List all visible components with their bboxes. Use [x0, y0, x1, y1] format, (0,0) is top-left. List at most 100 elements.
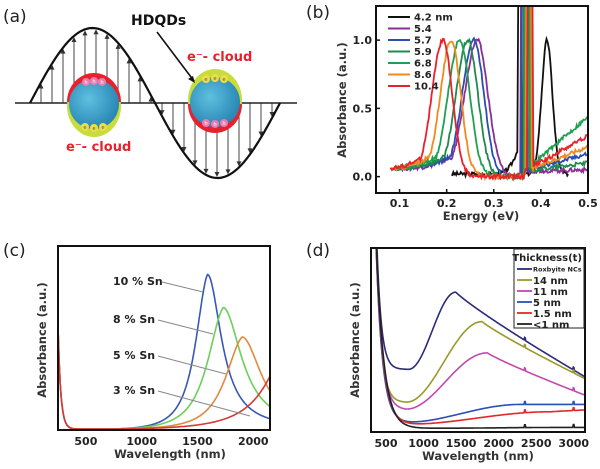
hole-symbol: h [213, 122, 216, 128]
y-tick-label: 1.0 [353, 34, 373, 47]
field-arrowhead [82, 30, 88, 36]
legend-label: 6.8 [414, 59, 432, 70]
annotation-8-sn: 8 % Sn [113, 313, 155, 326]
field-arrowhead [170, 129, 176, 135]
hdqd-left: h h h e e e [67, 73, 121, 137]
field-arrowhead [159, 110, 165, 116]
x-tick-label: 2500 [521, 437, 552, 450]
hdqd-pointer-arrowhead [188, 76, 195, 83]
field-arrowhead [225, 169, 231, 175]
x-axis-label: Energy (eV) [443, 209, 519, 223]
y-axis-label: Absorbance (a.u.) [35, 282, 49, 398]
x-tick-label: 0.3 [484, 197, 504, 210]
field-arrowhead [93, 29, 99, 35]
hole-symbol: h [222, 121, 225, 127]
cloud-label-bottom: e⁻- cloud [66, 140, 131, 155]
field-arrowhead [203, 168, 209, 174]
x-tick-label: 0.2 [437, 197, 457, 210]
series-line-8---Sn [58, 306, 270, 430]
legend-label: 5 nm [533, 298, 561, 309]
x-tick-label: 500 [74, 435, 97, 448]
annotation-3-sn: 3 % Sn [113, 384, 155, 397]
x-tick-label: 1500 [446, 437, 477, 450]
chart-c-series [58, 273, 270, 430]
chart-d-series [375, 248, 585, 429]
field-arrowhead [49, 64, 55, 70]
x-tick-label: 0.5 [578, 197, 598, 210]
annotation-10-sn: 10 % Sn [113, 275, 163, 288]
field-arrowhead [126, 58, 132, 64]
legend-title: Thickness(t) [512, 253, 582, 264]
legend-label: <1 nm [533, 320, 569, 331]
electron-symbol: e [101, 125, 104, 131]
legend-label: Roxbyite NCs [533, 266, 582, 274]
hole-symbol: h [84, 80, 87, 86]
legend-box [513, 248, 585, 329]
y-axis-label: Absorbance (a.u.) [348, 282, 362, 398]
electron-symbol: e [213, 76, 216, 82]
legend-label: 8.6 [414, 70, 432, 81]
field-arrowhead [115, 43, 121, 49]
electron-symbol: e [83, 125, 86, 131]
chart-c-frame [57, 245, 271, 431]
field-arrowhead [38, 83, 44, 89]
field-arrowhead [148, 96, 154, 102]
legend-label: 5.9 [414, 47, 432, 58]
y-tick-label: 0.0 [353, 171, 373, 184]
series-line-Roxbyite-NCs [376, 248, 585, 378]
series-line-11-nm [375, 248, 585, 410]
schematic-panel: h h h e e e e⁻- cloud e e e h [15, 13, 297, 180]
series-line-4-2-nm [451, 6, 569, 180]
annotation-leader [157, 319, 214, 335]
chart-b: 0.1 0.2 0.3 0.4 0.5 0.0 0.5 1.0 Energy (… [335, 5, 598, 223]
x-tick-label: 1000 [126, 435, 157, 448]
field-arrowhead [71, 36, 77, 42]
chart-d-frame [370, 247, 586, 433]
legend-label: 10.4 [414, 82, 439, 93]
hdqd-label: HDQDs [131, 13, 186, 29]
x-tick-label: 1500 [182, 435, 213, 448]
x-tick-label: 2000 [483, 437, 514, 450]
series-line-5-nm [375, 248, 585, 423]
x-tick-label: 0.1 [390, 197, 410, 210]
x-tick-label: 1000 [408, 437, 439, 450]
panel-label-a: (a) [3, 7, 27, 27]
legend-label: 14 nm [533, 276, 568, 287]
legend-label: 4.2 nm [414, 13, 453, 24]
annotation-leader [157, 355, 227, 375]
hdqd-right: e e e h h h [188, 69, 242, 133]
legend-label: 11 nm [533, 287, 568, 298]
annotation-leader [157, 390, 251, 417]
hdqd-pointer [156, 31, 195, 82]
chart-b-ticks [376, 39, 589, 193]
y-axis-label: Absorbance (a.u.) [335, 42, 349, 158]
series-line-10-4 [389, 6, 588, 182]
chart-b-series [389, 6, 588, 182]
series-line-5-9 [398, 6, 588, 181]
series-line-5---Sn [58, 327, 270, 430]
electron-symbol: e [204, 77, 207, 83]
field-arrowhead [137, 76, 143, 82]
series-line--1-nm [375, 248, 585, 429]
x-tick-label: 500 [375, 437, 398, 450]
legend-label: 5.4 [414, 24, 432, 35]
field-arrowhead [60, 48, 66, 54]
legend-label: 5.7 [414, 36, 432, 47]
annotation-5-sn: 5 % Sn [113, 349, 155, 362]
chart-c: 500 1000 1500 2000 Wavelength (nm) Absor… [35, 245, 271, 461]
chart-b-legend: 4.2 nm5.45.75.96.88.610.4 [388, 13, 453, 93]
quantum-dot [190, 77, 240, 127]
x-tick-label: 2000 [238, 435, 269, 448]
quantum-dot [69, 79, 119, 129]
series-line-10---Sn [58, 273, 270, 430]
field-arrowhead [214, 171, 220, 177]
panel-label-d: (d) [306, 241, 330, 261]
legend-label: 1.5 nm [533, 309, 572, 320]
annotation-leader [161, 281, 204, 293]
electron-symbol: e [92, 126, 95, 132]
x-axis-label: Wavelength (nm) [114, 447, 226, 461]
panel-label-b: (b) [306, 3, 330, 23]
x-tick-label: 3000 [558, 437, 589, 450]
